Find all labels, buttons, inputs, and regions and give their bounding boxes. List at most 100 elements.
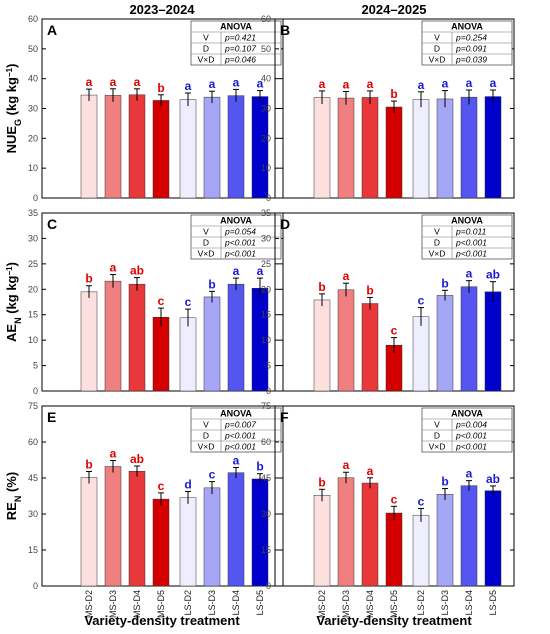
anova-p-value: p<0.001	[455, 431, 487, 441]
significance-letter: a	[209, 77, 216, 91]
significance-letter: a	[233, 453, 240, 467]
significance-letter: b	[441, 475, 448, 489]
significance-letter: a	[110, 446, 117, 460]
panel-letter: E	[47, 409, 56, 425]
anova-factor: D	[434, 238, 440, 248]
x-tick-label: LS-D5	[488, 590, 498, 616]
significance-letter: ab	[130, 264, 144, 278]
anova-p-value: p=0.007	[224, 420, 256, 430]
x-tick-label: LS-D3	[440, 590, 450, 616]
y-tick-label: 10	[28, 335, 38, 345]
anova-factor: V×D	[429, 55, 446, 65]
anova-p-value: p=0.054	[224, 227, 256, 237]
bar-ms-d5	[152, 498, 170, 587]
significance-letter: a	[86, 75, 93, 89]
bar-ms-d3	[104, 466, 122, 587]
x-tick-label: MS-D4	[365, 590, 375, 618]
anova-factor: V×D	[429, 249, 446, 259]
y-tick-label: 40	[28, 74, 38, 84]
bar-ms-d5	[152, 317, 170, 392]
y-tick-label: 0	[266, 581, 271, 591]
significance-letter: a	[257, 77, 264, 91]
anova-table: ANOVA V p=0.254 D p=0.091 V×D p=0.039	[421, 20, 513, 66]
anova-factor: V	[434, 420, 440, 430]
y-tick-label: 0	[33, 581, 38, 591]
anova-p-value: p=0.254	[455, 33, 487, 43]
anova-title: ANOVA	[451, 216, 483, 226]
significance-letter: b	[208, 277, 215, 291]
y-tick-label: 15	[28, 310, 38, 320]
anova-factor: V×D	[198, 249, 215, 259]
significance-letter: a	[418, 78, 425, 92]
bar-ls-d4	[460, 485, 478, 587]
panel-letter: F	[280, 409, 289, 425]
anova-table: ANOVA V p=0.421 D p=0.107 V×D p=0.046	[190, 20, 282, 66]
y-tick-label: 30	[261, 233, 271, 243]
bar-ls-d3	[436, 98, 454, 199]
significance-letter: a	[319, 77, 326, 91]
significance-letter: b	[318, 475, 325, 489]
bar-ls-d2	[412, 316, 430, 392]
x-tick-label: LS-D4	[464, 590, 474, 616]
bar-ms-d4	[361, 303, 379, 392]
anova-title: ANOVA	[220, 22, 252, 32]
anova-factor: V×D	[429, 442, 446, 452]
significance-letter: b	[318, 280, 325, 294]
bar-ls-d4	[227, 283, 245, 392]
y-axis-label-row-1: NUEG (kg kg−1)	[4, 64, 23, 154]
anova-factor: V×D	[198, 55, 215, 65]
anova-factor: V	[203, 227, 209, 237]
bar-ms-d2	[313, 97, 331, 199]
bar-ms-d4	[361, 482, 379, 587]
significance-letter: c	[391, 324, 398, 338]
anova-p-value: p=0.107	[224, 44, 256, 54]
significance-letter: a	[110, 261, 117, 275]
significance-letter: a	[233, 264, 240, 278]
anova-factor: V×D	[198, 442, 215, 452]
significance-letter: c	[158, 479, 165, 493]
significance-letter: c	[418, 294, 425, 308]
y-tick-label: 45	[261, 473, 271, 483]
anova-p-value: p<0.001	[455, 442, 487, 452]
anova-p-value: p<0.001	[455, 238, 487, 248]
anova-factor: D	[434, 431, 440, 441]
significance-letter: a	[343, 77, 350, 91]
anova-factor: D	[203, 431, 209, 441]
y-tick-label: 35	[261, 208, 271, 218]
y-tick-label: 20	[28, 284, 38, 294]
x-tick-label: MS-D5	[156, 590, 166, 618]
panel-B: 0 10 20 30 40 50 60 B ANOVA V p=0.254 D p=0.091 V×D p=…	[261, 14, 515, 203]
significance-letter: a	[367, 464, 374, 478]
anova-p-value: p=0.091	[455, 44, 487, 54]
anova-p-value: p<0.001	[224, 431, 256, 441]
significance-letter: ab	[486, 268, 500, 282]
bar-ls-d4	[227, 472, 245, 587]
y-tick-label: 30	[261, 104, 271, 114]
y-tick-label: 0	[33, 193, 38, 203]
y-tick-label: 60	[261, 14, 271, 24]
bar-ls-d4	[460, 96, 478, 199]
bar-ls-d3	[203, 296, 221, 392]
significance-letter: b	[157, 81, 164, 95]
bar-ls-d5	[251, 478, 269, 587]
x-tick-label: LS-D3	[207, 590, 217, 616]
significance-letter: a	[490, 76, 497, 90]
bar-ms-d3	[337, 97, 355, 199]
bar-ms-d5	[385, 106, 403, 199]
y-tick-label: 15	[28, 545, 38, 555]
significance-letter: ab	[486, 472, 500, 486]
y-tick-label: 50	[261, 44, 271, 54]
significance-letter: b	[85, 458, 92, 472]
anova-p-value: p<0.001	[224, 238, 256, 248]
bar-ms-d2	[80, 94, 98, 199]
bar-ms-d4	[361, 97, 379, 199]
y-tick-label: 75	[28, 401, 38, 411]
significance-letter: b	[366, 283, 373, 297]
bar-ls-d3	[203, 96, 221, 199]
bar-ls-d2	[179, 497, 197, 587]
anova-table: ANOVA V p=0.054 D p<0.001 V×D p<0.001	[190, 214, 282, 260]
significance-letter: c	[158, 294, 165, 308]
x-tick-label: LS-D5	[255, 590, 265, 616]
anova-table: ANOVA V p=0.004 D p<0.001 V×D p<0.001	[421, 407, 513, 453]
anova-p-value: p<0.001	[224, 249, 256, 259]
